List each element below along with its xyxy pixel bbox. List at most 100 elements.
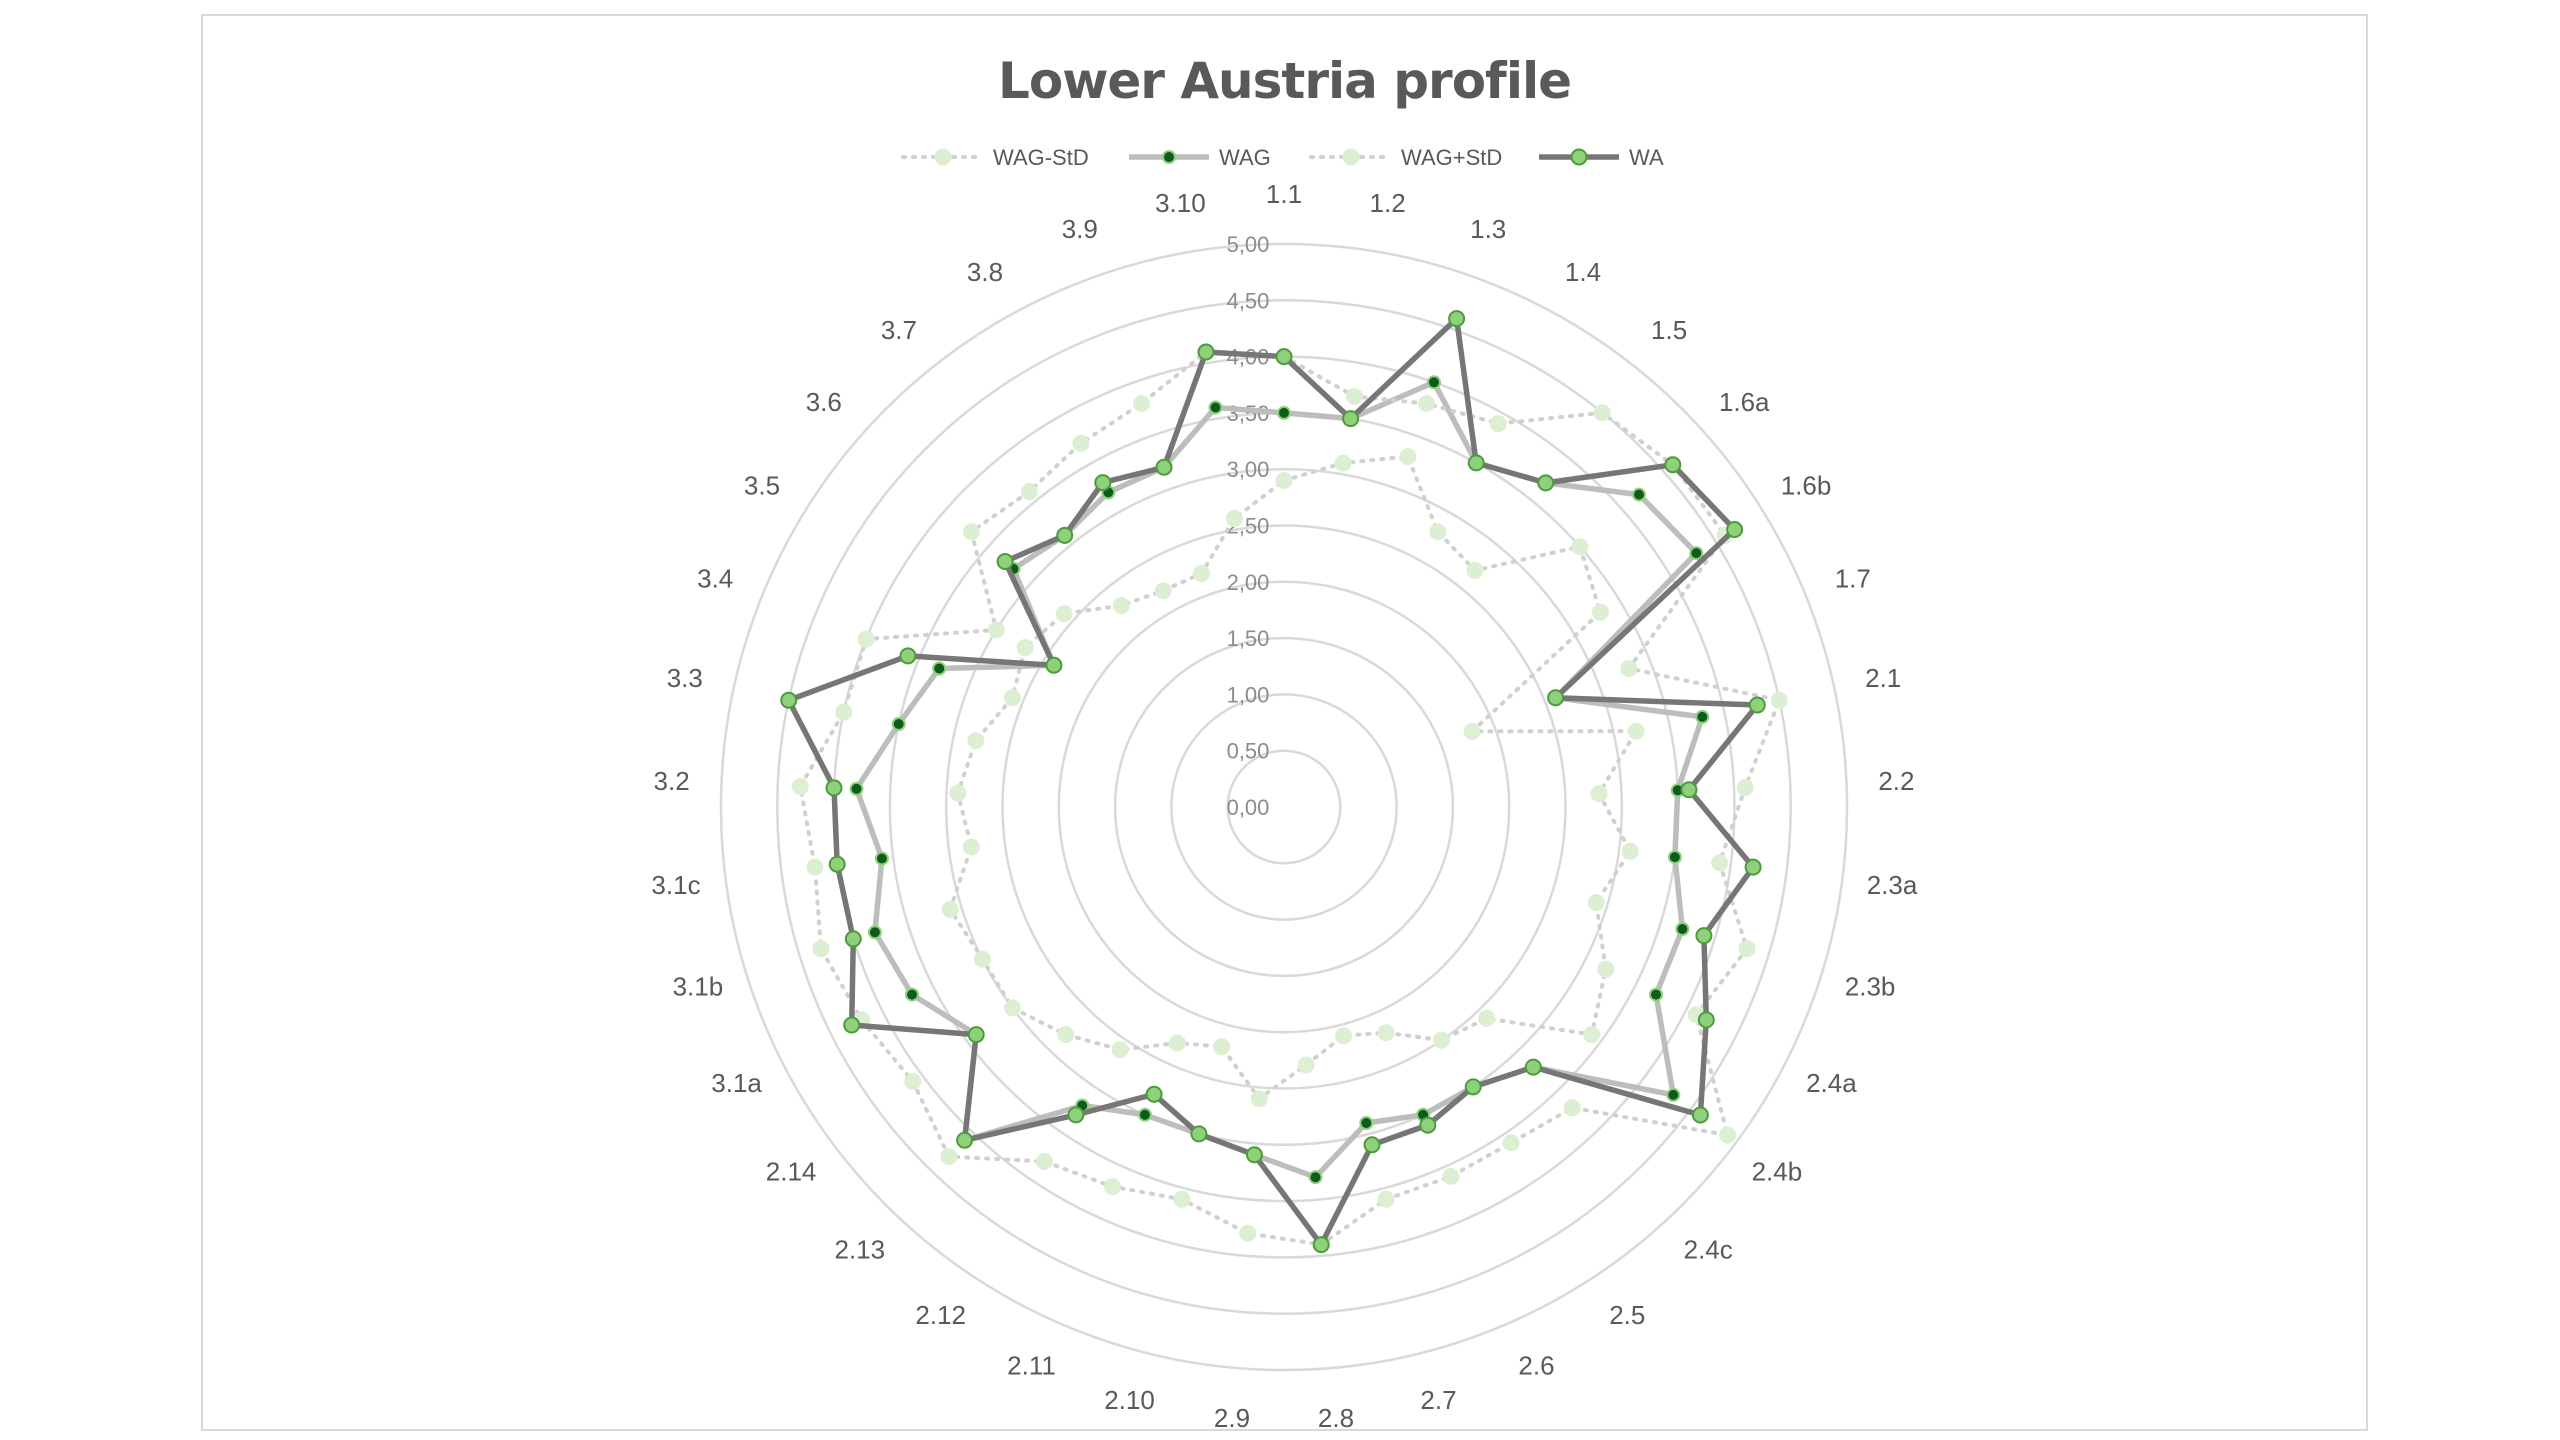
data-point [1154, 582, 1172, 600]
data-point [1691, 1106, 1709, 1124]
data-point [1168, 1034, 1186, 1052]
data-point [1103, 1178, 1121, 1196]
data-point [949, 784, 967, 802]
data-point [1057, 1026, 1075, 1044]
category-label: 3.6 [806, 387, 842, 417]
data-point [1145, 1085, 1163, 1103]
data-point [1155, 458, 1173, 476]
grid-ring [1001, 524, 1567, 1090]
category-label: 1.4 [1565, 257, 1601, 287]
data-point [1056, 526, 1074, 544]
data-point [1571, 538, 1589, 556]
data-point [1711, 854, 1729, 872]
legend-label: WAG+StD [1401, 145, 1502, 170]
data-point [1045, 656, 1063, 674]
series-wag-std [941, 448, 1645, 1108]
data-point [967, 732, 985, 750]
data-point [1547, 689, 1565, 707]
category-label: 1.7 [1835, 563, 1871, 593]
category-label: 1.1 [1266, 179, 1302, 209]
category-label: 2.13 [834, 1235, 885, 1265]
legend-item-wag-plus-std: WAG+StD [1309, 145, 1502, 170]
category-label: 1.6b [1781, 471, 1832, 501]
data-point [1072, 434, 1090, 452]
category-label: 2.4b [1752, 1157, 1803, 1187]
grid-ring [1057, 580, 1511, 1034]
data-point [1675, 922, 1690, 936]
data-point [962, 838, 980, 856]
data-point [1632, 487, 1646, 502]
data-point [1448, 310, 1466, 328]
data-point [1563, 1099, 1581, 1117]
data-point [1464, 1078, 1482, 1096]
data-point [1427, 375, 1441, 390]
data-point [1738, 940, 1756, 958]
category-label: 1.6a [1719, 387, 1770, 417]
category-label: 2.10 [1104, 1385, 1155, 1415]
data-point [1312, 1236, 1330, 1254]
legend-swatch-marker [1570, 148, 1588, 166]
data-point [1591, 603, 1609, 621]
data-point [904, 1073, 922, 1090]
data-point [1621, 842, 1639, 860]
legend-swatch-marker [1162, 150, 1176, 164]
data-point [1478, 1009, 1496, 1027]
data-point [1744, 858, 1762, 876]
data-point [1213, 1038, 1231, 1056]
category-label: 2.11 [1007, 1351, 1056, 1381]
category-label: 3.5 [744, 471, 780, 501]
data-point [1770, 691, 1788, 709]
category-label: 2.12 [915, 1300, 966, 1330]
data-point [1524, 1058, 1542, 1076]
data-point [956, 1131, 974, 1149]
series-layer [780, 310, 1788, 1254]
data-point [1226, 510, 1243, 527]
data-point [1697, 1011, 1715, 1029]
data-point [1593, 404, 1611, 422]
category-label: 1.5 [1651, 315, 1687, 345]
data-point [1695, 709, 1710, 724]
data-point [828, 855, 846, 873]
category-label: 2.7 [1420, 1385, 1456, 1415]
category-label: 2.2 [1878, 766, 1914, 796]
chart-title: Lower Austria profile [997, 52, 1572, 110]
data-point [1208, 400, 1223, 415]
data-point [1377, 1190, 1395, 1208]
data-point [1748, 696, 1766, 714]
data-point [1308, 1170, 1323, 1185]
data-point [962, 523, 980, 541]
data-point [1020, 483, 1038, 501]
category-label: 2.4c [1684, 1235, 1733, 1265]
data-point [1275, 472, 1293, 489]
category-label: 2.9 [1214, 1403, 1250, 1433]
category-label: 3.7 [881, 315, 917, 345]
data-point [1489, 415, 1507, 433]
category-label: 1.2 [1370, 188, 1406, 218]
data-point [1335, 1027, 1353, 1045]
data-point [1250, 1090, 1268, 1108]
category-label: 3.1a [711, 1068, 762, 1098]
data-point [791, 778, 809, 795]
data-point [1726, 521, 1744, 538]
legend-item-wag-std: WAG-StD [901, 145, 1089, 170]
series-line [785, 315, 1761, 1248]
category-label: 2.5 [1609, 1300, 1645, 1330]
legend-swatch-marker [934, 148, 952, 166]
category-label: 3.4 [697, 563, 733, 593]
data-point [1442, 1167, 1460, 1185]
grid-ring [944, 467, 1624, 1147]
data-point [932, 661, 947, 676]
category-label: 2.3b [1845, 972, 1896, 1002]
data-point [806, 858, 824, 876]
series-wag [849, 375, 1710, 1185]
data-point [1377, 1024, 1395, 1042]
data-point [1055, 605, 1073, 623]
data-point [835, 703, 853, 721]
data-point [1463, 722, 1481, 740]
data-point [973, 950, 991, 968]
data-point [1137, 1107, 1152, 1122]
data-point [1418, 395, 1435, 413]
data-point [1359, 1116, 1374, 1130]
data-point [1719, 1126, 1737, 1144]
